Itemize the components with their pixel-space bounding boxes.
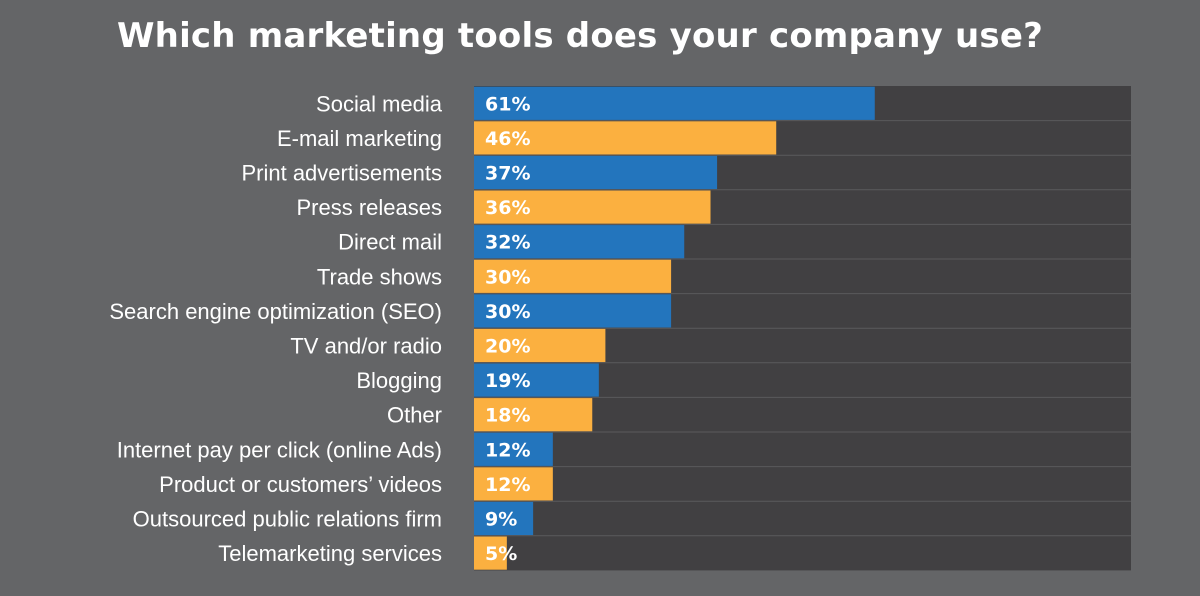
- value-label: 12%: [485, 439, 530, 461]
- value-label: 46%: [485, 128, 530, 150]
- value-label: 18%: [485, 405, 530, 427]
- category-label: Print advertisements: [241, 161, 442, 186]
- chart-title: Which marketing tools does your company …: [116, 16, 1044, 56]
- value-label: 30%: [485, 266, 530, 288]
- bar: [474, 363, 599, 397]
- bar: [474, 501, 534, 536]
- bar: [474, 225, 685, 259]
- bar: [474, 259, 672, 293]
- value-label: 36%: [485, 197, 530, 219]
- value-label: 19%: [485, 370, 530, 392]
- category-label: E-mail marketing: [277, 126, 442, 151]
- value-label: 30%: [485, 301, 530, 323]
- bar: [474, 432, 553, 466]
- category-label: Search engine optimization (SEO): [109, 299, 442, 324]
- category-label: Direct mail: [338, 230, 442, 255]
- value-label: 61%: [485, 93, 530, 115]
- category-label: Product or customers’ videos: [159, 472, 442, 497]
- bar: [474, 467, 553, 501]
- value-label: 5%: [485, 543, 517, 565]
- category-label: Internet pay per click (online Ads): [117, 437, 442, 462]
- bar: [474, 155, 718, 190]
- value-label: 32%: [485, 232, 530, 254]
- bar: [474, 328, 606, 363]
- category-label: Trade shows: [317, 264, 442, 289]
- bar: [474, 190, 711, 224]
- category-label: Outsourced public relations firm: [133, 507, 442, 532]
- category-label: Blogging: [356, 368, 442, 393]
- value-label: 20%: [485, 336, 530, 358]
- bar: [474, 398, 593, 432]
- bar: [474, 294, 672, 328]
- bar: [474, 86, 875, 120]
- category-label: Other: [387, 403, 442, 428]
- category-label: Telemarketing services: [218, 541, 442, 566]
- bar: [474, 121, 777, 155]
- value-label: 9%: [485, 509, 517, 531]
- category-label: TV and/or radio: [290, 334, 442, 359]
- category-label: Press releases: [296, 195, 442, 220]
- value-label: 12%: [485, 474, 530, 496]
- value-label: 37%: [485, 163, 530, 185]
- bar: [474, 536, 507, 570]
- category-label: Social media: [316, 91, 443, 116]
